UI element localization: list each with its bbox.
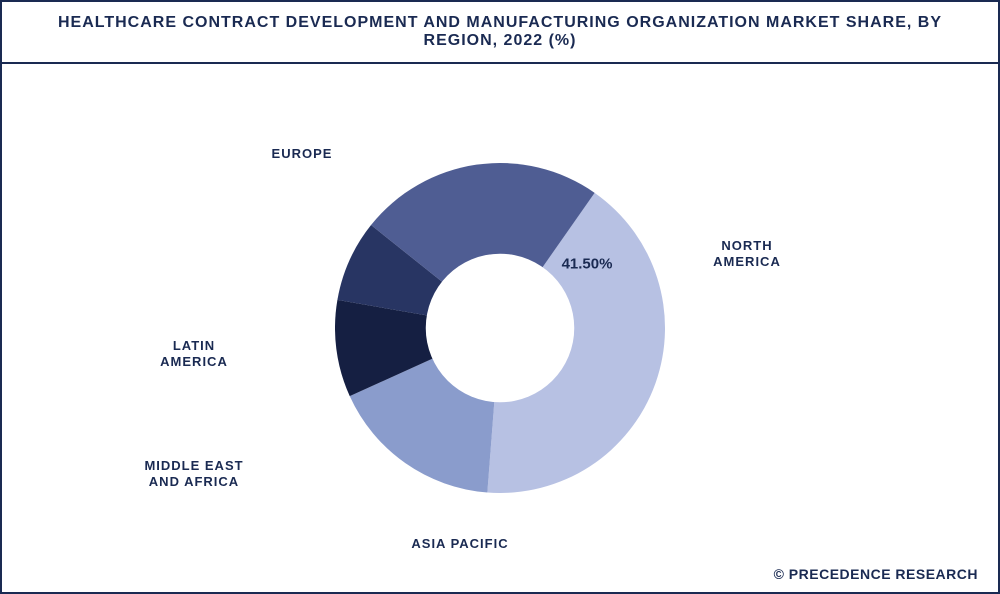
title-bar: HEALTHCARE CONTRACT DEVELOPMENT AND MANU… [2,2,998,64]
slice-percent-label: 41.50% [562,256,613,273]
slice-label: MIDDLE EASTAND AFRICA [144,458,243,491]
slice-label: NORTHAMERICA [713,238,781,271]
slice-label: EUROPE [272,146,333,162]
donut-chart [335,163,665,493]
slice-label: LATINAMERICA [160,338,228,371]
donut-svg [335,163,665,493]
copyright-footer: © PRECEDENCE RESEARCH [774,566,978,582]
slice-label: ASIA PACIFIC [411,536,508,552]
chart-frame: HEALTHCARE CONTRACT DEVELOPMENT AND MANU… [0,0,1000,594]
chart-area: NORTHAMERICA 41.50% ASIA PACIFIC MIDDLE EAS… [2,64,998,592]
chart-title: HEALTHCARE CONTRACT DEVELOPMENT AND MANU… [22,14,978,50]
